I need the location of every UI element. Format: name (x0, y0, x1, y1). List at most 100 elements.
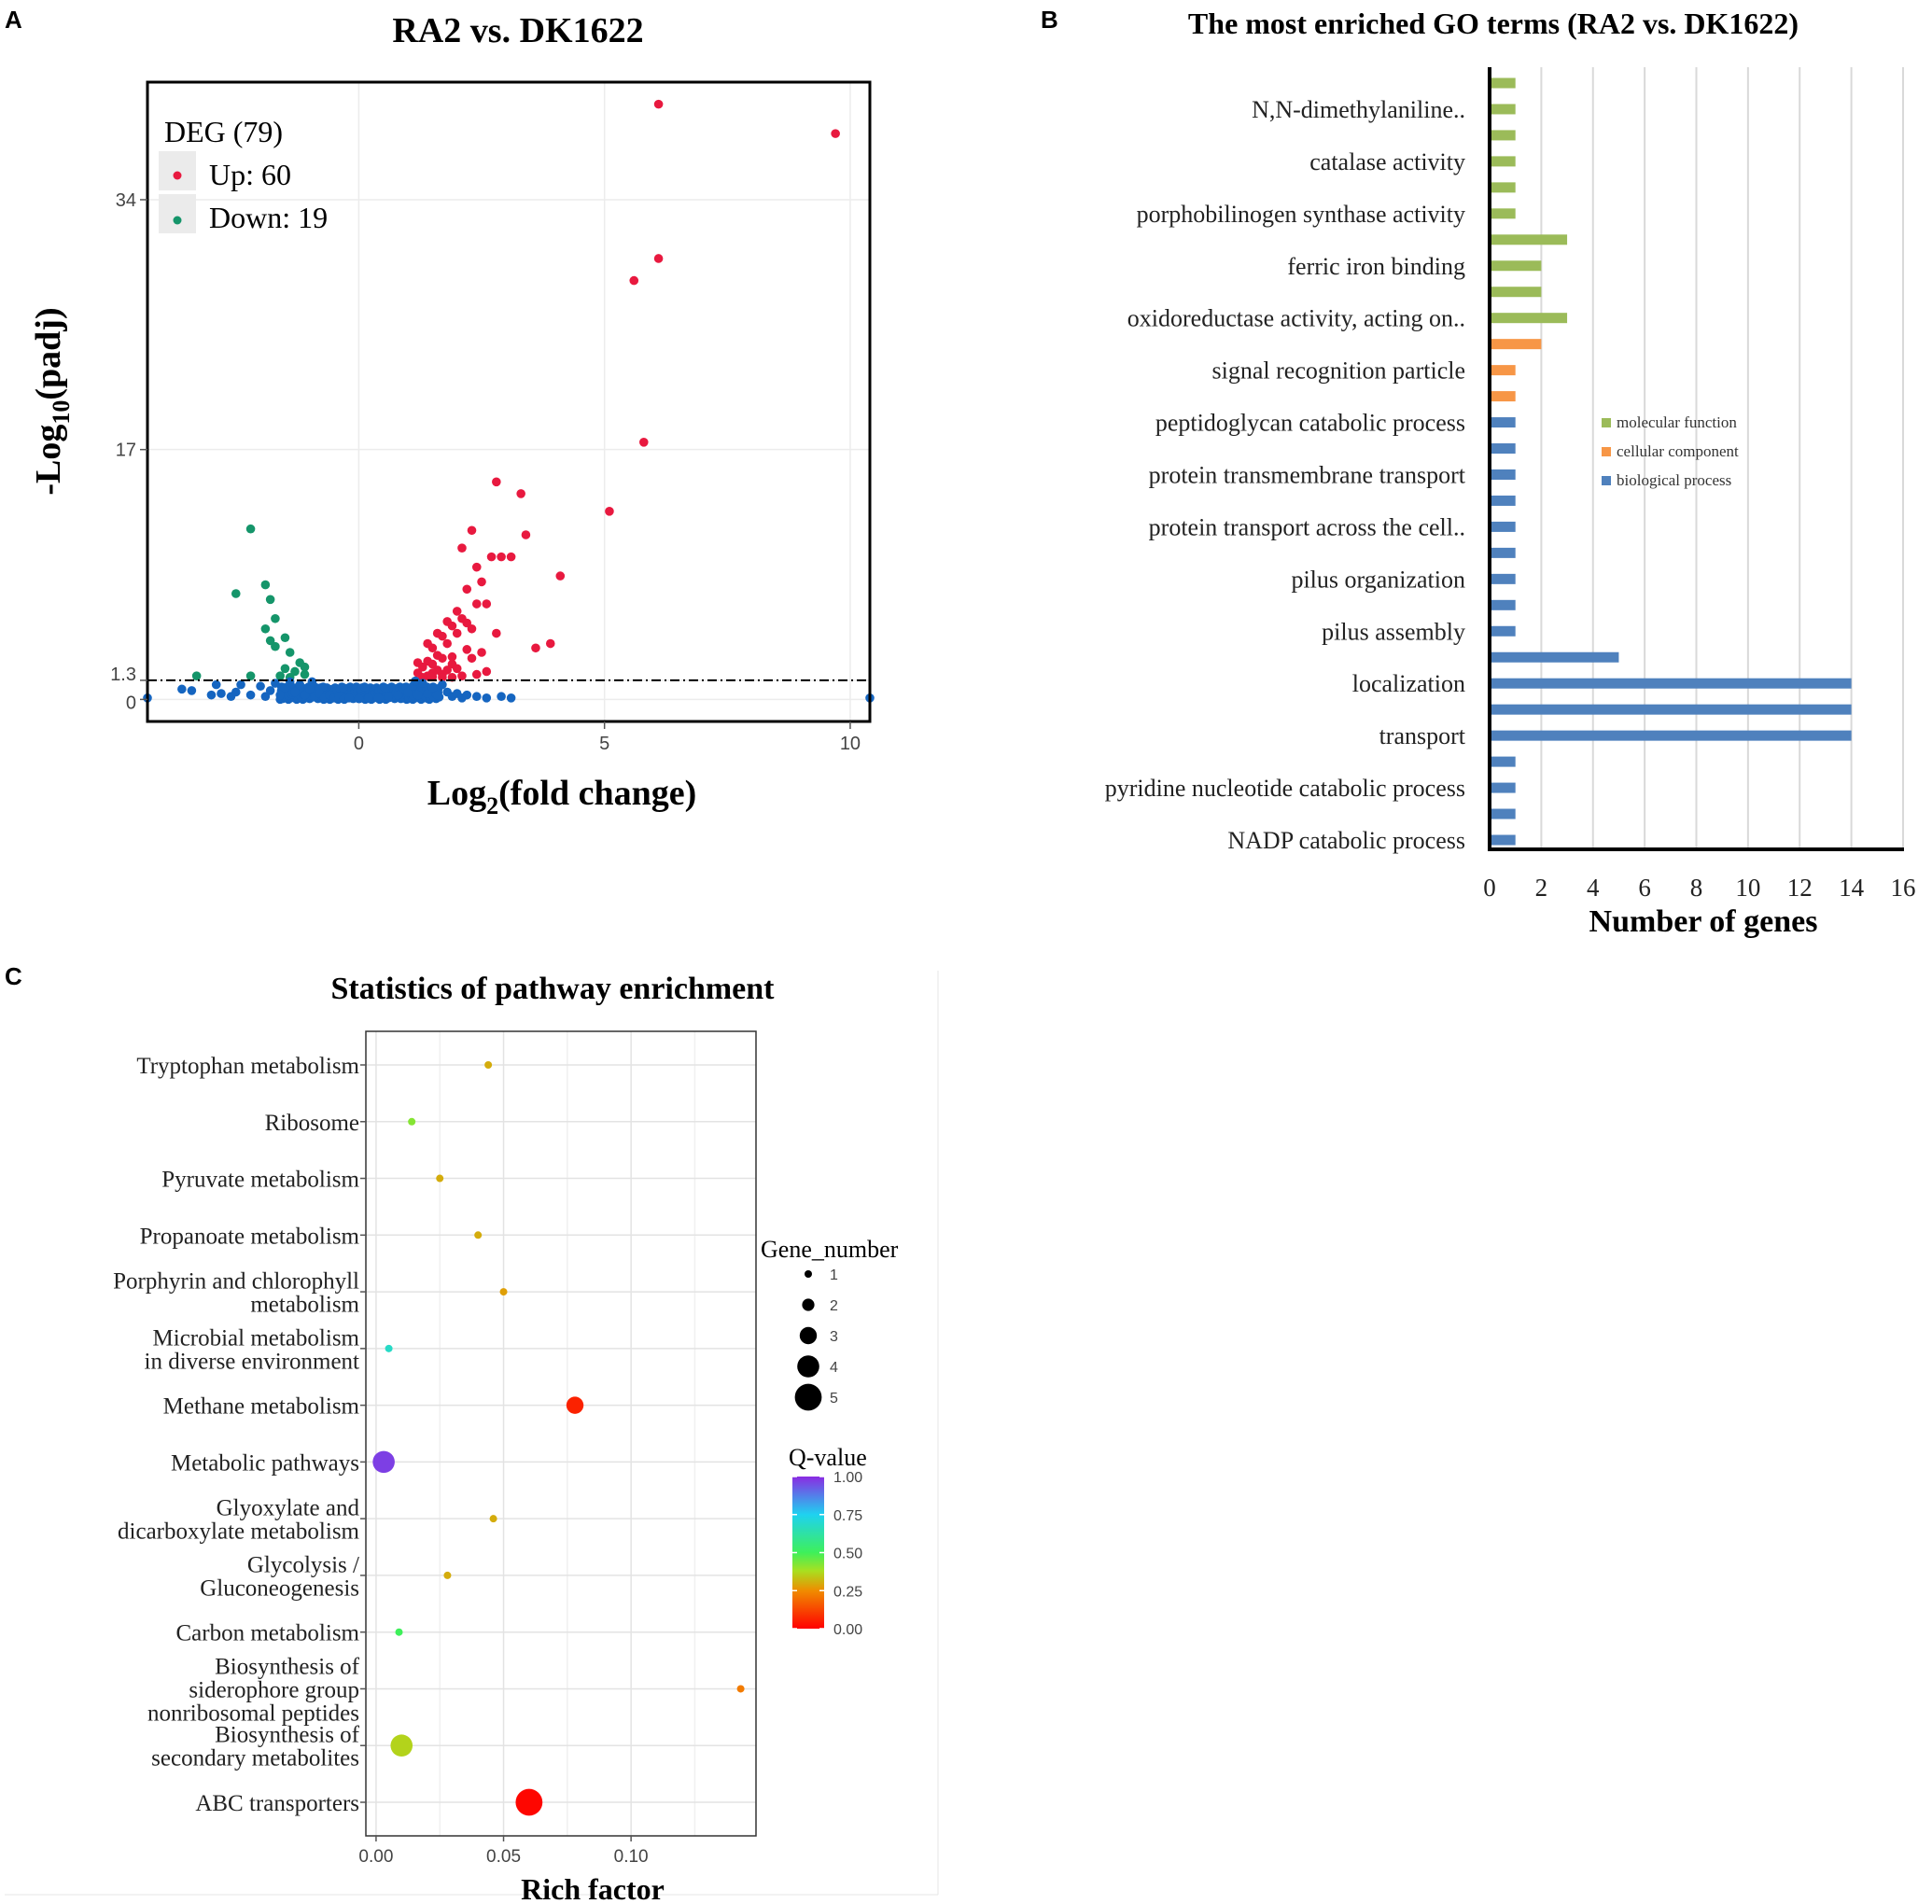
go-bar (1490, 417, 1516, 428)
volcano-point-ns (187, 686, 197, 695)
kegg-bubble (395, 1628, 403, 1636)
kegg-size-legend-dot (794, 1383, 822, 1411)
volcano-point-up (467, 623, 477, 634)
volcano-point-ns (339, 683, 348, 693)
kegg-size-legend-label: 2 (830, 1298, 838, 1314)
go-bar (1490, 521, 1516, 532)
volcano-legend-down-label: Down: 19 (209, 201, 328, 234)
kegg-x-tick-label: 0.00 (358, 1847, 393, 1867)
volcano-title: RA2 vs. DK1622 (392, 11, 643, 50)
kegg-pathway-label: in diverse environment (145, 1349, 360, 1374)
kegg-gridlines (366, 1031, 756, 1836)
volcano-point-up (555, 571, 566, 581)
volcano-y-tick-label: 0 (126, 693, 136, 713)
kegg-color-tick-label: 0.50 (833, 1547, 862, 1562)
go-bar (1490, 339, 1542, 350)
kegg-size-legend: 1 2 3 4 5 (794, 1267, 838, 1411)
go-legend-label: cellular component (1617, 442, 1739, 460)
volcano-point-ns (423, 689, 432, 698)
volcano-point-up (486, 552, 497, 562)
go-category-label: NADP catabolic process (1227, 827, 1465, 854)
go-category-labels: N,N-dimethylaniline.. catalase activity po… (1105, 96, 1466, 854)
volcano-points (143, 99, 875, 705)
volcano-point-up (447, 621, 457, 631)
kegg-pathway-label: Pyruvate metabolism (161, 1168, 359, 1193)
volcano-point-ns (265, 686, 275, 695)
volcano-point-up (438, 631, 447, 641)
kegg-color-tick-label: 1.00 (833, 1470, 862, 1486)
kegg-x-tick-label: 0.05 (486, 1847, 521, 1867)
volcano-point-down (191, 671, 202, 680)
volcano-point-up (653, 254, 664, 263)
volcano-point-up (442, 638, 452, 649)
kegg-bubble (566, 1396, 584, 1414)
volcano-point-up (452, 607, 462, 616)
volcano-point-down (300, 662, 310, 672)
go-bar (1490, 495, 1516, 506)
kegg-plot-border (365, 1030, 757, 1837)
volcano-point-up (477, 648, 486, 657)
go-category-label: protein transmembrane transport (1149, 461, 1466, 488)
kegg-pathway-label: Carbon metabolism (176, 1621, 360, 1646)
kegg-color-legend-title: Q-value (789, 1444, 867, 1471)
volcano-point-ns (344, 693, 354, 703)
volcano-point-up (452, 628, 462, 638)
go-gridlines (1540, 67, 1904, 849)
volcano-point-ns (300, 690, 310, 700)
kegg-bubble (474, 1231, 483, 1239)
kegg-pathway-label: Biosynthesis of (215, 1723, 360, 1748)
go-bar (1490, 156, 1516, 167)
panel-label-b: B (1041, 6, 1058, 34)
kegg-size-legend-label: 4 (830, 1360, 838, 1376)
go-bar (1490, 625, 1516, 637)
volcano-point-ns (256, 681, 265, 692)
go-category-label: pyridine nucleotide catabolic process (1105, 775, 1465, 802)
volcano-point-ns (290, 687, 300, 697)
volcano-point-down (265, 595, 275, 605)
kegg-size-legend-title: Gene_number (761, 1236, 899, 1263)
kegg-pathway-label: Gluconeogenesis (200, 1575, 359, 1601)
panel-label-a: A (5, 6, 22, 34)
volcano-point-ns (506, 693, 516, 703)
kegg-bubble (499, 1288, 508, 1296)
go-legend: molecular function cellular component biol… (1602, 413, 1739, 489)
volcano-point-down (245, 524, 256, 534)
volcano-point-up (605, 507, 614, 516)
volcano-point-up (427, 672, 438, 681)
kegg-bubbles (372, 1061, 745, 1816)
volcano-point-down (290, 666, 300, 677)
kegg-size-legend-label: 1 (830, 1267, 838, 1283)
volcano-point-ns (177, 684, 187, 694)
volcano-legend-down-dot (173, 216, 182, 225)
go-category-label: ferric iron binding (1287, 253, 1465, 280)
volcano-point-down (271, 613, 280, 623)
go-bar (1490, 260, 1542, 272)
go-x-tick-label: 12 (1787, 874, 1813, 902)
volcano-point-up (629, 275, 639, 286)
kegg-pathway-label: Propanoate metabolism (140, 1224, 360, 1249)
volcano-plot: RA2 vs. DK1622 0 5 10 0 1.3 17 34 DEG (79) Up:… (29, 11, 875, 819)
go-category-label: catalase activity (1309, 148, 1465, 175)
volcano-point-ns (418, 679, 427, 688)
go-bar (1490, 443, 1516, 455)
volcano-legend-up-label: Up: 60 (209, 158, 291, 191)
volcano-point-ns (380, 683, 390, 693)
kegg-pathway-label: ABC transporters (195, 1791, 359, 1816)
go-bar (1490, 104, 1516, 115)
volcano-point-ns (427, 682, 438, 693)
volcano-point-up (457, 543, 467, 553)
volcano-y-axis-label: -Log10(padj) (29, 307, 75, 495)
volcano-point-up (545, 638, 555, 649)
kegg-pathway-label: Glycolysis / (247, 1552, 359, 1577)
go-x-tick-label: 16 (1891, 874, 1916, 902)
go-legend-swatch (1602, 476, 1611, 485)
volcano-point-up (447, 651, 457, 662)
volcano-point-up (482, 599, 492, 609)
volcano-point-ns (393, 690, 403, 700)
go-legend-label: biological process (1617, 471, 1731, 489)
volcano-point-down (280, 633, 290, 643)
kegg-color-bar (792, 1477, 824, 1629)
volcano-legend: DEG (79) Up: 60 Down: 19 (159, 115, 328, 234)
go-x-tick-label: 0 (1483, 874, 1496, 902)
volcano-point-up (427, 643, 438, 653)
